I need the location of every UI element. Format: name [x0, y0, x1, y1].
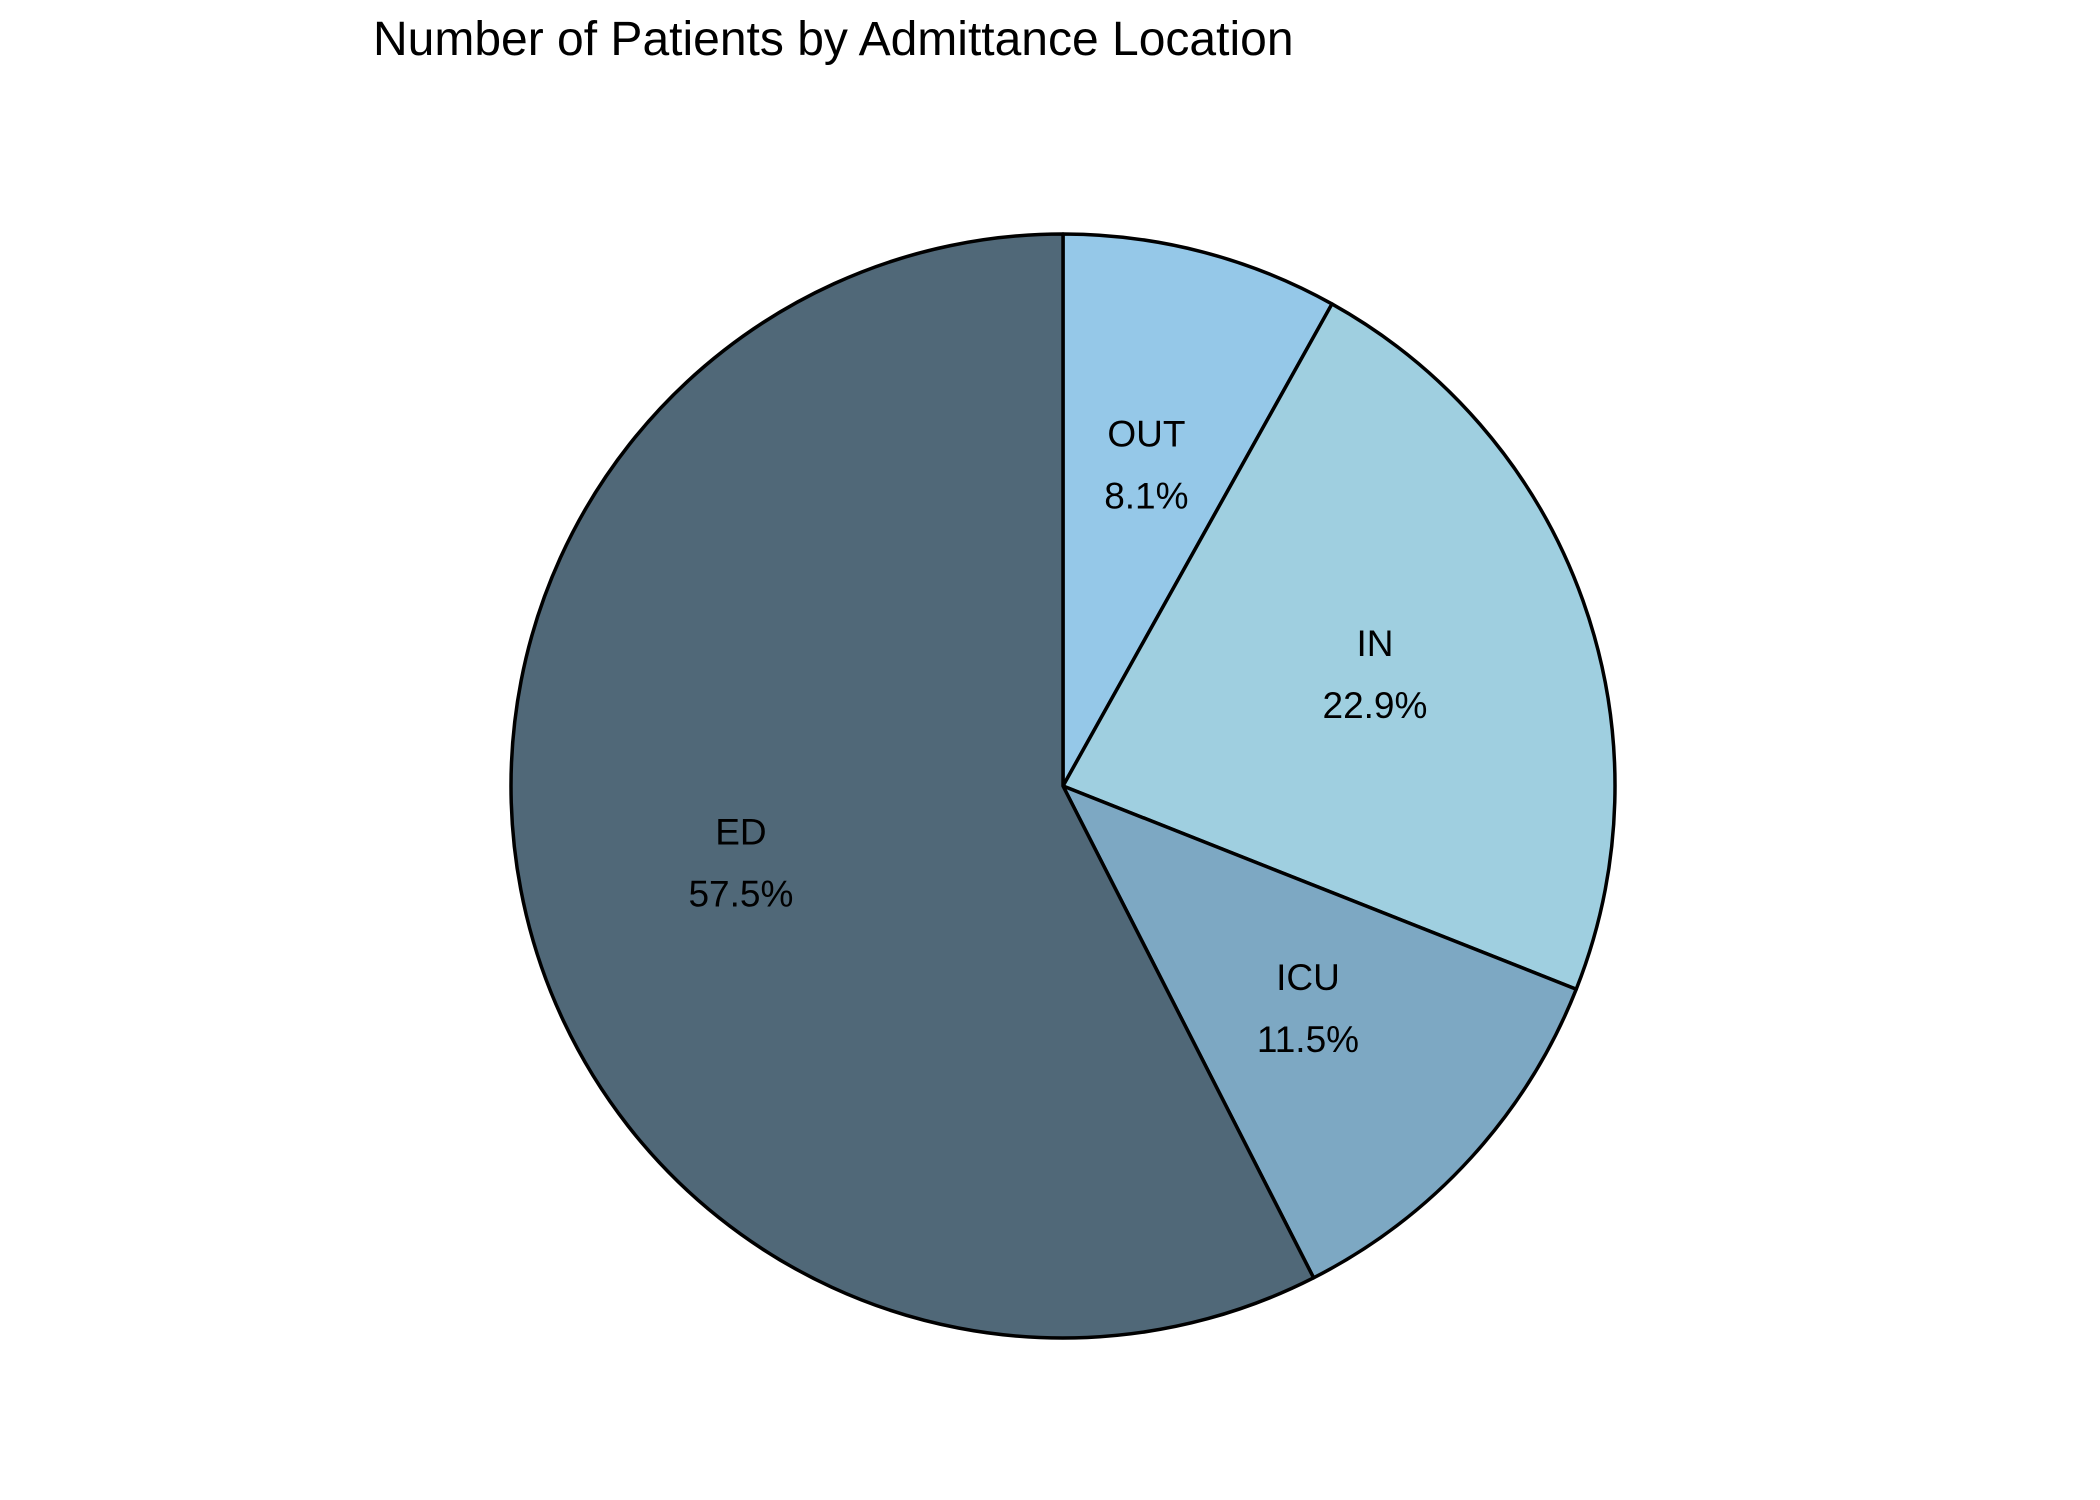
pie-slice-icu	[1061, 784, 1578, 1280]
slice-percent-in: 22.9%	[1323, 685, 1428, 726]
chart-title: Number of Patients by Admittance Locatio…	[373, 13, 1294, 66]
slice-percent-out: 8.1%	[1104, 475, 1188, 516]
pie-slices	[509, 232, 1617, 1340]
slice-label-icu: ICU	[1276, 957, 1340, 998]
pie-slice-ed	[509, 232, 1316, 1340]
pie-slice-out	[1061, 232, 1334, 788]
slice-label-ed: ED	[715, 811, 766, 852]
slice-label-out: OUT	[1107, 413, 1185, 454]
pie-labels: OUT 8.1% IN 22.9% ICU 11.5% ED 57.5%	[688, 413, 1427, 1059]
pie-slice-in	[1061, 302, 1617, 991]
slice-label-in: IN	[1356, 623, 1393, 664]
slice-percent-icu: 11.5%	[1257, 1019, 1359, 1060]
slice-percent-ed: 57.5%	[688, 873, 793, 914]
